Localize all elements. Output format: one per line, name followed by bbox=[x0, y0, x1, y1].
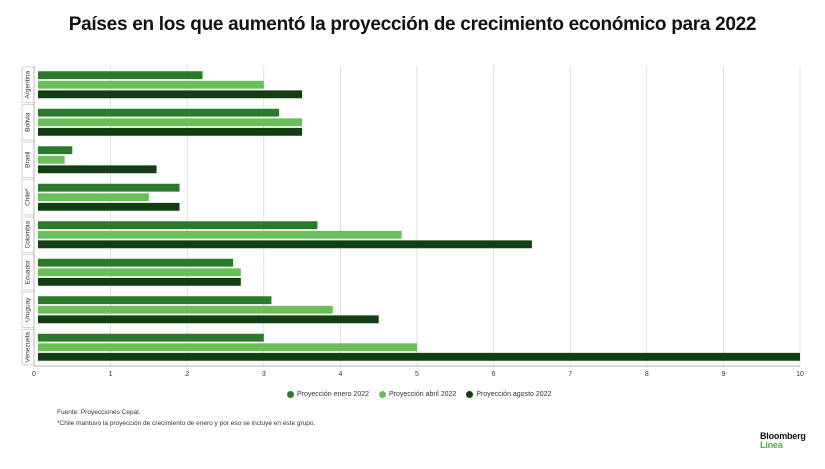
x-tick-label: 6 bbox=[492, 371, 496, 378]
category-label: Argentina bbox=[25, 70, 32, 98]
legend-swatch-abril bbox=[379, 391, 386, 398]
legend-swatch-agosto bbox=[466, 391, 474, 398]
bar-chile-agosto bbox=[38, 202, 180, 211]
chart-notes: Fuente: Proyecciones Cepal. *Chile mantu… bbox=[57, 407, 315, 429]
bar-colombia-agosto bbox=[38, 240, 532, 249]
bar-bolivia-enero bbox=[38, 108, 280, 117]
bar-ecuador-enero bbox=[38, 258, 234, 267]
brand-line1: Bloomberg bbox=[760, 431, 806, 441]
x-tick-label: 4 bbox=[338, 371, 342, 378]
category-label-box bbox=[21, 66, 35, 103]
category-label: Colombia bbox=[25, 221, 32, 249]
bar-uruguay-enero bbox=[38, 296, 272, 305]
bar-colombia-enero bbox=[38, 221, 318, 230]
category-label: Bolivia bbox=[25, 112, 32, 132]
category-label-box bbox=[21, 291, 35, 328]
bar-chile-abril bbox=[38, 193, 149, 202]
x-tick-label: 3 bbox=[262, 371, 266, 378]
bar-ecuador-abril bbox=[38, 268, 241, 277]
category-label: Venezuela bbox=[25, 332, 32, 363]
footnote: *Chile mantuvo la proyección de crecimie… bbox=[57, 420, 316, 427]
category-label-box bbox=[21, 104, 35, 141]
legend-label-enero: Proyección enero 2022 bbox=[297, 391, 369, 398]
legend-label-abril: Proyección abril 2022 bbox=[389, 391, 457, 398]
bar-chile-enero bbox=[38, 183, 180, 192]
category-label: Ecuador bbox=[25, 259, 32, 284]
source-note: Fuente: Proyecciones Cepal. bbox=[57, 409, 141, 416]
bar-uruguay-abril bbox=[38, 305, 333, 314]
x-tick-label: 0 bbox=[32, 371, 36, 378]
legend: Proyección enero 2022 Proyección abril 2… bbox=[287, 391, 551, 398]
category-label: Uruguay bbox=[25, 297, 32, 322]
legend-item-agosto: Proyección agosto 2022 bbox=[466, 391, 551, 398]
x-tick-label: 1 bbox=[109, 371, 113, 378]
bar-argentina-agosto bbox=[38, 90, 303, 99]
bar-bolivia-agosto bbox=[38, 127, 303, 136]
bar-bolivia-abril bbox=[38, 118, 303, 127]
x-tick-label: 9 bbox=[721, 371, 725, 378]
legend-label-agosto: Proyección agosto 2022 bbox=[476, 391, 552, 398]
legend-item-enero: Proyección enero 2022 bbox=[287, 391, 369, 398]
bar-venezuela-agosto bbox=[38, 352, 800, 361]
bar-ecuador-agosto bbox=[38, 277, 241, 286]
legend-swatch-enero bbox=[287, 391, 294, 398]
category-label-box bbox=[21, 179, 35, 216]
bar-venezuela-abril bbox=[38, 343, 417, 352]
bar-uruguay-agosto bbox=[38, 315, 379, 324]
bar-venezuela-enero bbox=[38, 333, 264, 342]
category-label-box bbox=[21, 329, 35, 366]
x-tick-label: 7 bbox=[568, 371, 572, 378]
category-label: Brasil bbox=[25, 151, 32, 168]
legend-item-abril: Proyección abril 2022 bbox=[379, 391, 456, 398]
x-tick-label: 2 bbox=[185, 371, 189, 378]
category-label-box bbox=[21, 141, 35, 178]
bar-colombia-abril bbox=[38, 230, 402, 239]
x-tick-label: 5 bbox=[415, 371, 419, 378]
bar-brasil-abril bbox=[38, 155, 65, 164]
x-tick-label: 10 bbox=[796, 371, 804, 378]
category-label-box bbox=[21, 254, 35, 291]
category-label: Chile* bbox=[25, 188, 32, 206]
bar-brasil-enero bbox=[38, 146, 73, 155]
bar-argentina-enero bbox=[38, 71, 203, 80]
category-label-box bbox=[21, 216, 35, 253]
x-tick-label: 8 bbox=[645, 371, 649, 378]
brand-line2: Línea bbox=[760, 440, 783, 450]
bar-brasil-agosto bbox=[38, 165, 157, 174]
bar-argentina-abril bbox=[38, 80, 264, 89]
brand-logo: Bloomberg Línea bbox=[760, 432, 806, 450]
chart-title: Países en los que aumentó la proyección … bbox=[68, 14, 757, 35]
